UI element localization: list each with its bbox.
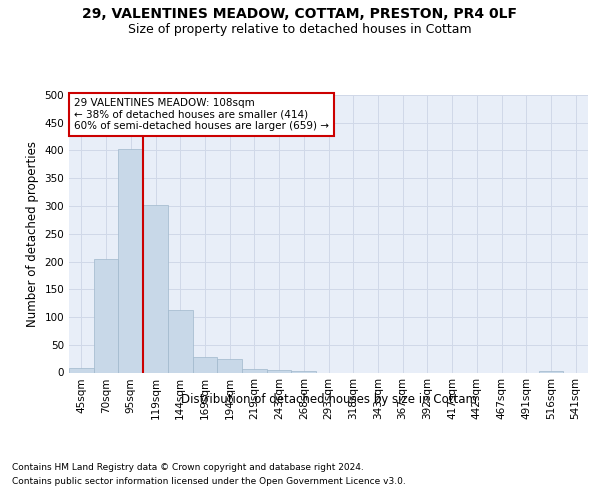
Bar — [267, 370, 292, 372]
Bar — [539, 371, 563, 372]
Bar — [118, 149, 143, 372]
Bar — [69, 368, 94, 372]
Text: Distribution of detached houses by size in Cottam: Distribution of detached houses by size … — [181, 392, 477, 406]
Bar — [242, 368, 267, 372]
Text: Size of property relative to detached houses in Cottam: Size of property relative to detached ho… — [128, 22, 472, 36]
Text: 29 VALENTINES MEADOW: 108sqm
← 38% of detached houses are smaller (414)
60% of s: 29 VALENTINES MEADOW: 108sqm ← 38% of de… — [74, 98, 329, 131]
Bar — [143, 205, 168, 372]
Bar — [168, 310, 193, 372]
Bar — [292, 371, 316, 372]
Y-axis label: Number of detached properties: Number of detached properties — [26, 141, 39, 327]
Bar — [193, 357, 217, 372]
Text: 29, VALENTINES MEADOW, COTTAM, PRESTON, PR4 0LF: 29, VALENTINES MEADOW, COTTAM, PRESTON, … — [83, 8, 517, 22]
Bar — [217, 358, 242, 372]
Text: Contains HM Land Registry data © Crown copyright and database right 2024.: Contains HM Land Registry data © Crown c… — [12, 462, 364, 471]
Text: Contains public sector information licensed under the Open Government Licence v3: Contains public sector information licen… — [12, 478, 406, 486]
Bar — [94, 258, 118, 372]
